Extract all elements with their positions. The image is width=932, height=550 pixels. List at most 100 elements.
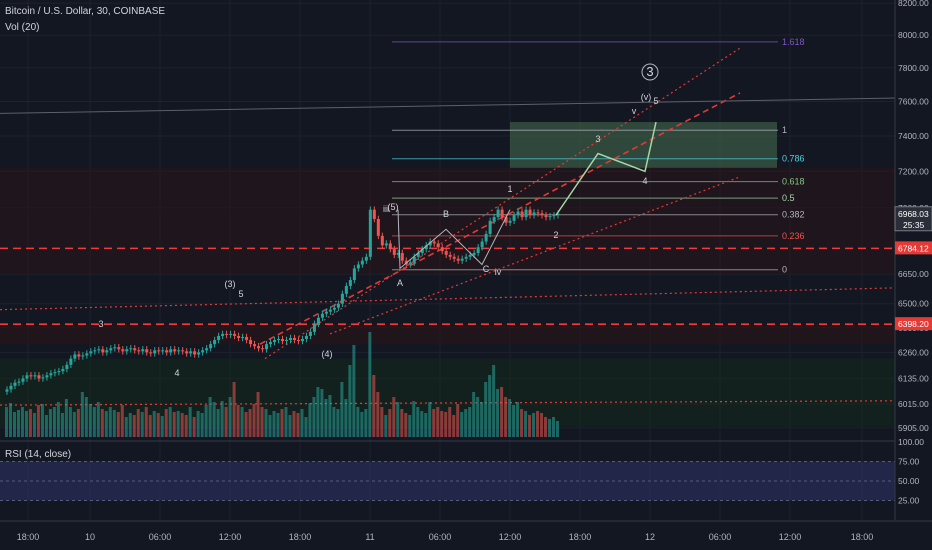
time-axis[interactable]: 18:00 10 06:00 12:00 18:00 11 06:00 12:00 18:00 1…	[0, 520, 932, 542]
volume-bar	[488, 375, 492, 437]
candle	[109, 348, 113, 351]
volume-bar	[160, 416, 164, 437]
price-tick: 8000.00	[898, 30, 929, 40]
candle	[173, 349, 177, 352]
wave-label: A	[397, 278, 403, 288]
candle	[332, 307, 336, 310]
volume-bar	[360, 412, 364, 437]
candle	[129, 348, 133, 350]
price-tick: 7800.00	[898, 63, 929, 73]
volume-bar	[460, 412, 464, 437]
abc-correction	[397, 209, 511, 270]
volume-bar	[296, 413, 300, 437]
volume-bar	[144, 407, 148, 437]
candle	[448, 254, 452, 257]
volume-bar	[224, 407, 228, 437]
volume-bar	[456, 404, 460, 437]
volume-bar	[72, 412, 76, 437]
volume-bar	[508, 399, 512, 437]
volume-bar	[548, 419, 552, 437]
candle	[257, 346, 261, 349]
volume-bar	[528, 415, 532, 437]
wave-label: (5)	[388, 202, 399, 212]
candle	[165, 350, 169, 353]
target-box	[510, 122, 777, 168]
candle	[496, 209, 500, 218]
resistance-zone	[0, 323, 895, 345]
volume-bar	[400, 409, 404, 437]
fib-label: 0	[782, 265, 787, 275]
volume-bar	[440, 411, 444, 437]
trend-channel[interactable]	[0, 47, 896, 406]
volume-bar	[60, 413, 64, 437]
candle	[157, 350, 161, 352]
price-tick: 6135.00	[898, 373, 929, 383]
volume-bar	[364, 409, 368, 437]
volume-bar	[344, 399, 348, 437]
candle	[201, 350, 205, 353]
candle	[121, 349, 125, 352]
volume-bar	[516, 402, 520, 437]
candle	[460, 258, 464, 261]
volume-bar	[288, 415, 292, 437]
supply-zone	[0, 167, 895, 275]
channel-base	[0, 287, 896, 311]
candle	[93, 350, 97, 352]
candle	[105, 350, 109, 353]
volume-bar	[352, 345, 356, 437]
price-axis[interactable]: 8200.00 8000.00 7800.00 7600.00 7400.00 7200.…	[894, 0, 932, 550]
candle	[296, 340, 300, 342]
volume-bar	[188, 407, 192, 437]
price-label-box	[894, 206, 932, 232]
volume-bar	[556, 421, 559, 437]
volume-bar	[532, 413, 536, 437]
candle	[57, 371, 61, 373]
candle	[233, 333, 237, 336]
volume-bar	[140, 412, 144, 437]
candle	[193, 351, 197, 355]
candle	[340, 293, 344, 304]
time-tick: 06:00	[429, 532, 452, 542]
volume-bar	[324, 399, 328, 437]
volume-bar	[484, 382, 488, 437]
wave-label: 4	[642, 176, 647, 186]
candle	[540, 213, 544, 216]
volume-bar	[148, 415, 152, 437]
candle	[536, 212, 540, 214]
volume-bar	[492, 365, 496, 437]
volume-bar	[252, 404, 256, 437]
time-tick: 12:00	[219, 532, 242, 542]
volume-bar	[84, 397, 88, 437]
candle	[133, 348, 137, 351]
volume-bar	[300, 409, 304, 437]
candle	[41, 377, 45, 379]
volume-bar	[12, 412, 16, 437]
wave-label: 3	[98, 319, 103, 329]
volume-bar	[480, 402, 484, 437]
volume-bar	[168, 407, 172, 437]
candle	[209, 344, 213, 349]
fib-label: 0.236	[782, 231, 805, 241]
candle	[89, 351, 93, 354]
candle	[13, 382, 17, 386]
candle	[356, 264, 360, 269]
candle	[480, 241, 484, 248]
candle	[388, 243, 392, 250]
volume-bar	[156, 413, 160, 437]
candle	[85, 353, 89, 356]
volume-bar	[208, 397, 212, 437]
candle	[464, 256, 468, 259]
candle	[5, 389, 9, 392]
fib-retracement[interactable]: 1.618 1 0.786 0.618 0.5 0.382 0.236 0	[392, 37, 805, 275]
volume-bar	[340, 382, 344, 437]
volume-bar	[368, 332, 372, 437]
volume-bar	[232, 382, 236, 437]
wave-label: C	[483, 264, 490, 274]
time-tick: 12:00	[499, 532, 522, 542]
volume-bar	[52, 407, 56, 437]
wave-label: (3)	[225, 279, 236, 289]
time-tick: 12	[645, 532, 655, 542]
candle	[205, 348, 209, 351]
